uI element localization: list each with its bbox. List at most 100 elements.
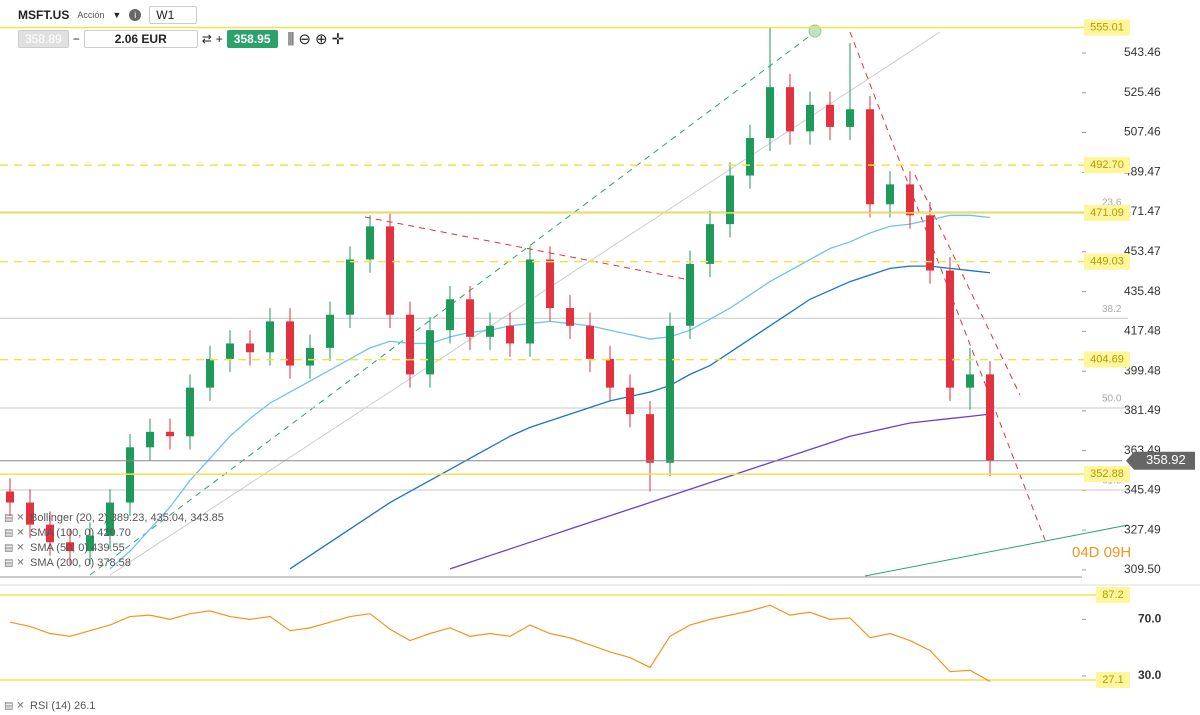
symbol[interactable]: MSFT.US: [18, 8, 70, 22]
y-tick-label: 543.46: [1124, 45, 1161, 59]
legend-entry: SMA (100, 0) 420.70: [30, 527, 131, 539]
rsi-line: [9, 604, 991, 682]
asset-type: Acción: [77, 10, 105, 20]
y-tick-label: 453.47: [1124, 244, 1161, 258]
candle-body: [806, 104, 814, 132]
y-tick-label: 327.49: [1124, 522, 1161, 536]
level-tag: [1096, 672, 1130, 689]
candle-body: [386, 226, 394, 315]
rsi-tick-label: 30.0: [1138, 668, 1162, 682]
candle-body: [6, 491, 14, 503]
candle-body: [646, 414, 654, 463]
current-price-label: 358.92: [1146, 452, 1186, 467]
candle-body: [706, 224, 714, 264]
candle-body: [446, 299, 454, 331]
y-tick-label: 507.46: [1124, 125, 1161, 139]
candle-body: [306, 347, 314, 366]
candle-body: [766, 87, 774, 138]
crosshair[interactable]: ✛: [331, 31, 345, 48]
legend-entry: SMA (50, 0) 439.55: [30, 542, 125, 554]
zoom-out[interactable]: ⊖: [298, 31, 311, 48]
symbol-bar: MSFT.US Acción ▼ i W1: [18, 6, 198, 24]
y-tick-label: 525.46: [1124, 85, 1161, 99]
candle-body: [746, 137, 754, 176]
candle-body: [586, 325, 594, 359]
minus[interactable]: −: [72, 32, 80, 46]
legend-entry: SMA (200, 0) 378.58: [30, 557, 131, 569]
candle-body: [566, 308, 574, 326]
countdown: 04D 09H: [1072, 544, 1131, 561]
candle-body: [186, 387, 194, 437]
candle-body: [66, 542, 74, 552]
trend-line: [864, 524, 1129, 577]
level-tag: [1084, 351, 1130, 368]
candle-body: [486, 325, 494, 337]
trade-bar: 358.89 − 2.06 EUR ⇄ + 358.95 ⫼ ⊖ ⊕ ✛: [18, 30, 344, 48]
candle-body: [926, 215, 934, 271]
y-tick-label: 435.48: [1124, 284, 1161, 298]
moving-average: [449, 413, 991, 570]
zoom-in[interactable]: ⊕: [314, 31, 328, 48]
level-label: 555.01: [1090, 21, 1124, 33]
candle-body: [606, 358, 614, 388]
rsi-legend: RSI (14) 26.1: [30, 700, 95, 712]
trend-line: [849, 31, 1046, 541]
trend-line: [109, 31, 941, 576]
legend-icon: ▤ ✕: [4, 558, 25, 569]
candle-body: [146, 431, 154, 448]
swap[interactable]: ⇄: [201, 32, 212, 46]
candle-body: [106, 502, 114, 536]
candle-body: [286, 321, 294, 366]
candle-body: [426, 330, 434, 375]
y-tick-label: 345.49: [1124, 483, 1161, 497]
level-label: 404.69: [1090, 354, 1124, 366]
y-tick-label: 381.49: [1124, 403, 1161, 417]
candle-body: [686, 263, 694, 326]
candle-body: [946, 270, 954, 388]
timeframe[interactable]: W1: [149, 6, 198, 24]
candle-body: [46, 524, 54, 543]
chart-type-icon[interactable]: ⫼: [287, 30, 295, 48]
candle-body: [846, 109, 854, 127]
y-tick-label: 399.48: [1124, 363, 1161, 377]
current-price-tag: [1126, 451, 1195, 470]
candle-body: [866, 109, 874, 205]
candle-body: [726, 175, 734, 225]
candle-body: [126, 447, 134, 503]
info-icon[interactable]: i: [129, 9, 142, 21]
y-tick-label: 471.47: [1124, 204, 1161, 218]
level-tag: [1084, 157, 1130, 174]
candle-body: [346, 259, 354, 315]
buy-price[interactable]: 358.95: [226, 30, 278, 48]
level-tag: [1096, 587, 1130, 604]
y-tick-label: 417.48: [1124, 324, 1161, 338]
rsi-level-label: 27.1: [1102, 674, 1123, 686]
candle-body: [786, 87, 794, 132]
y-tick-label: 489.47: [1124, 164, 1161, 178]
legend-icon: ▤ ✕: [4, 528, 25, 539]
candle-body: [246, 343, 254, 353]
volume[interactable]: 2.06 EUR: [83, 30, 198, 48]
level-tag: [1084, 253, 1130, 270]
candle-body: [886, 184, 894, 205]
candle-body: [906, 184, 914, 216]
candle-body: [26, 502, 34, 525]
level-label: 449.03: [1090, 256, 1124, 268]
plus[interactable]: +: [215, 32, 223, 46]
legend-icon: ▤ ✕: [4, 701, 25, 712]
candle-body: [226, 343, 234, 359]
level-label: 492.70: [1090, 159, 1124, 171]
level-tag: [1084, 466, 1130, 483]
level-label: 352.88: [1090, 468, 1124, 480]
sell-price[interactable]: 358.89: [18, 30, 69, 48]
y-tick-label: 309.50: [1124, 562, 1161, 576]
candle-body: [206, 358, 214, 388]
candle-body: [166, 431, 174, 437]
fib-label: 50.0: [1102, 394, 1122, 405]
candle-body: [546, 259, 554, 309]
candle-body: [366, 226, 374, 260]
rsi-level-label: 87.2: [1102, 589, 1123, 601]
dropdown[interactable]: ▼: [112, 10, 122, 20]
